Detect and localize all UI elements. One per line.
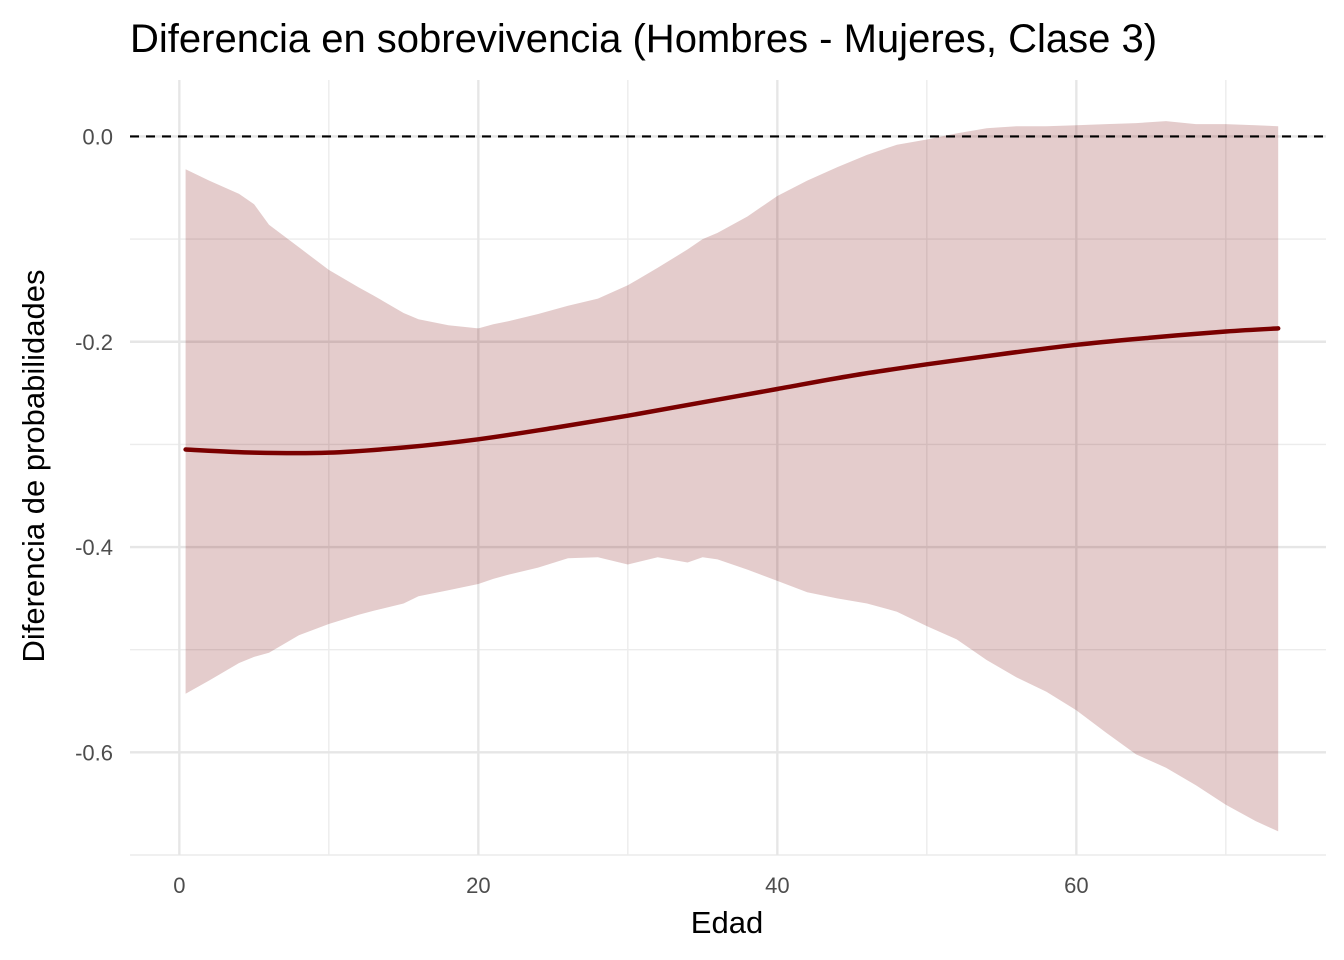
x-tick-label: 40 — [765, 873, 789, 898]
chart-title: Diferencia en sobrevivencia (Hombres - M… — [130, 17, 1157, 61]
x-tick-label: 0 — [173, 873, 185, 898]
series-layer — [183, 326, 1281, 456]
difference-line — [183, 326, 1281, 456]
confidence-band — [185, 121, 1279, 832]
x-axis-title: Edad — [691, 905, 763, 940]
x-axis-ticks: 0 20 40 60 — [173, 873, 1088, 898]
confidence-ribbon — [185, 121, 1279, 832]
y-tick-label: -0.2 — [75, 330, 113, 355]
grid — [130, 80, 1326, 856]
x-tick-label: 60 — [1064, 873, 1088, 898]
y-axis-ticks: -0.6 -0.4 -0.2 0.0 — [75, 124, 113, 765]
y-axis-title: Diferencia de probabilidades — [16, 270, 51, 663]
y-tick-label: -0.6 — [75, 740, 113, 765]
y-tick-label: 0.0 — [82, 124, 113, 149]
y-tick-label: -0.4 — [75, 535, 113, 560]
x-tick-label: 20 — [466, 873, 490, 898]
